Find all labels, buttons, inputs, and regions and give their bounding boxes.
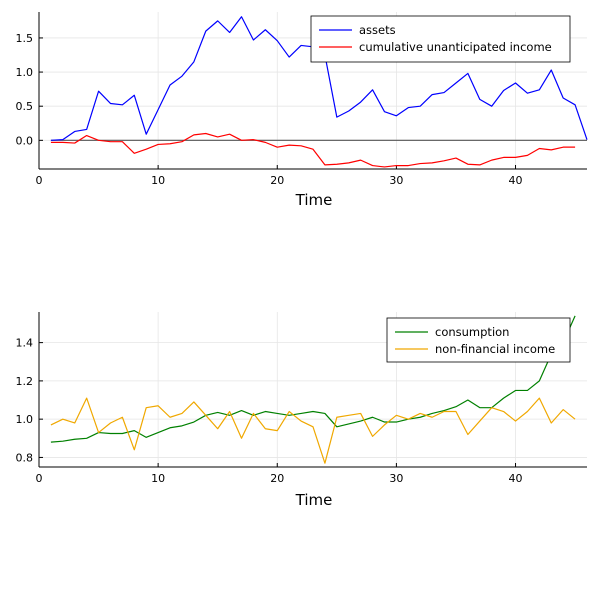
x-axis-label: Time: [295, 491, 333, 509]
legend-label: assets: [359, 23, 396, 37]
y-tick-label: 1.4: [16, 337, 34, 350]
legend-label: cumulative unanticipated income: [359, 40, 552, 54]
y-tick-label: 1.0: [16, 413, 34, 426]
x-tick-label: 30: [389, 174, 403, 187]
bottom-chart-panel: 0 10 20 30 40 0.8 1.0 1.2 1.4 Time consumption non-…: [16, 312, 587, 509]
top-chart-panel: 0 10 20 30 40 0.0 0.5 1.0 1.5 Time assets cumulativ…: [16, 12, 588, 209]
y-tick-label: 1.5: [16, 32, 34, 45]
y-tick-label: 0.0: [16, 134, 34, 147]
legend-label: consumption: [435, 325, 509, 339]
x-tick-label: 10: [151, 472, 165, 485]
y-tick-label: 1.2: [16, 375, 34, 388]
x-tick-label: 20: [270, 174, 284, 187]
legend-label: non-financial income: [435, 342, 555, 356]
x-tick-label: 0: [36, 174, 43, 187]
x-tick-label: 0: [36, 472, 43, 485]
series-line-1: [50, 315, 576, 443]
x-axis-label: Time: [295, 191, 333, 209]
y-tick-label: 0.8: [16, 451, 34, 464]
x-tick-label: 40: [509, 472, 523, 485]
x-tick-label: 40: [509, 174, 523, 187]
series-line-2: [50, 397, 576, 464]
y-tick-label: 0.5: [16, 100, 34, 113]
x-tick-label: 30: [389, 472, 403, 485]
x-tick-label: 20: [270, 472, 284, 485]
y-tick-label: 1.0: [16, 66, 34, 79]
legend-box: [386, 317, 571, 363]
series-line-2: [50, 132, 576, 168]
x-tick-label: 10: [151, 174, 165, 187]
legend-box: [310, 15, 571, 63]
